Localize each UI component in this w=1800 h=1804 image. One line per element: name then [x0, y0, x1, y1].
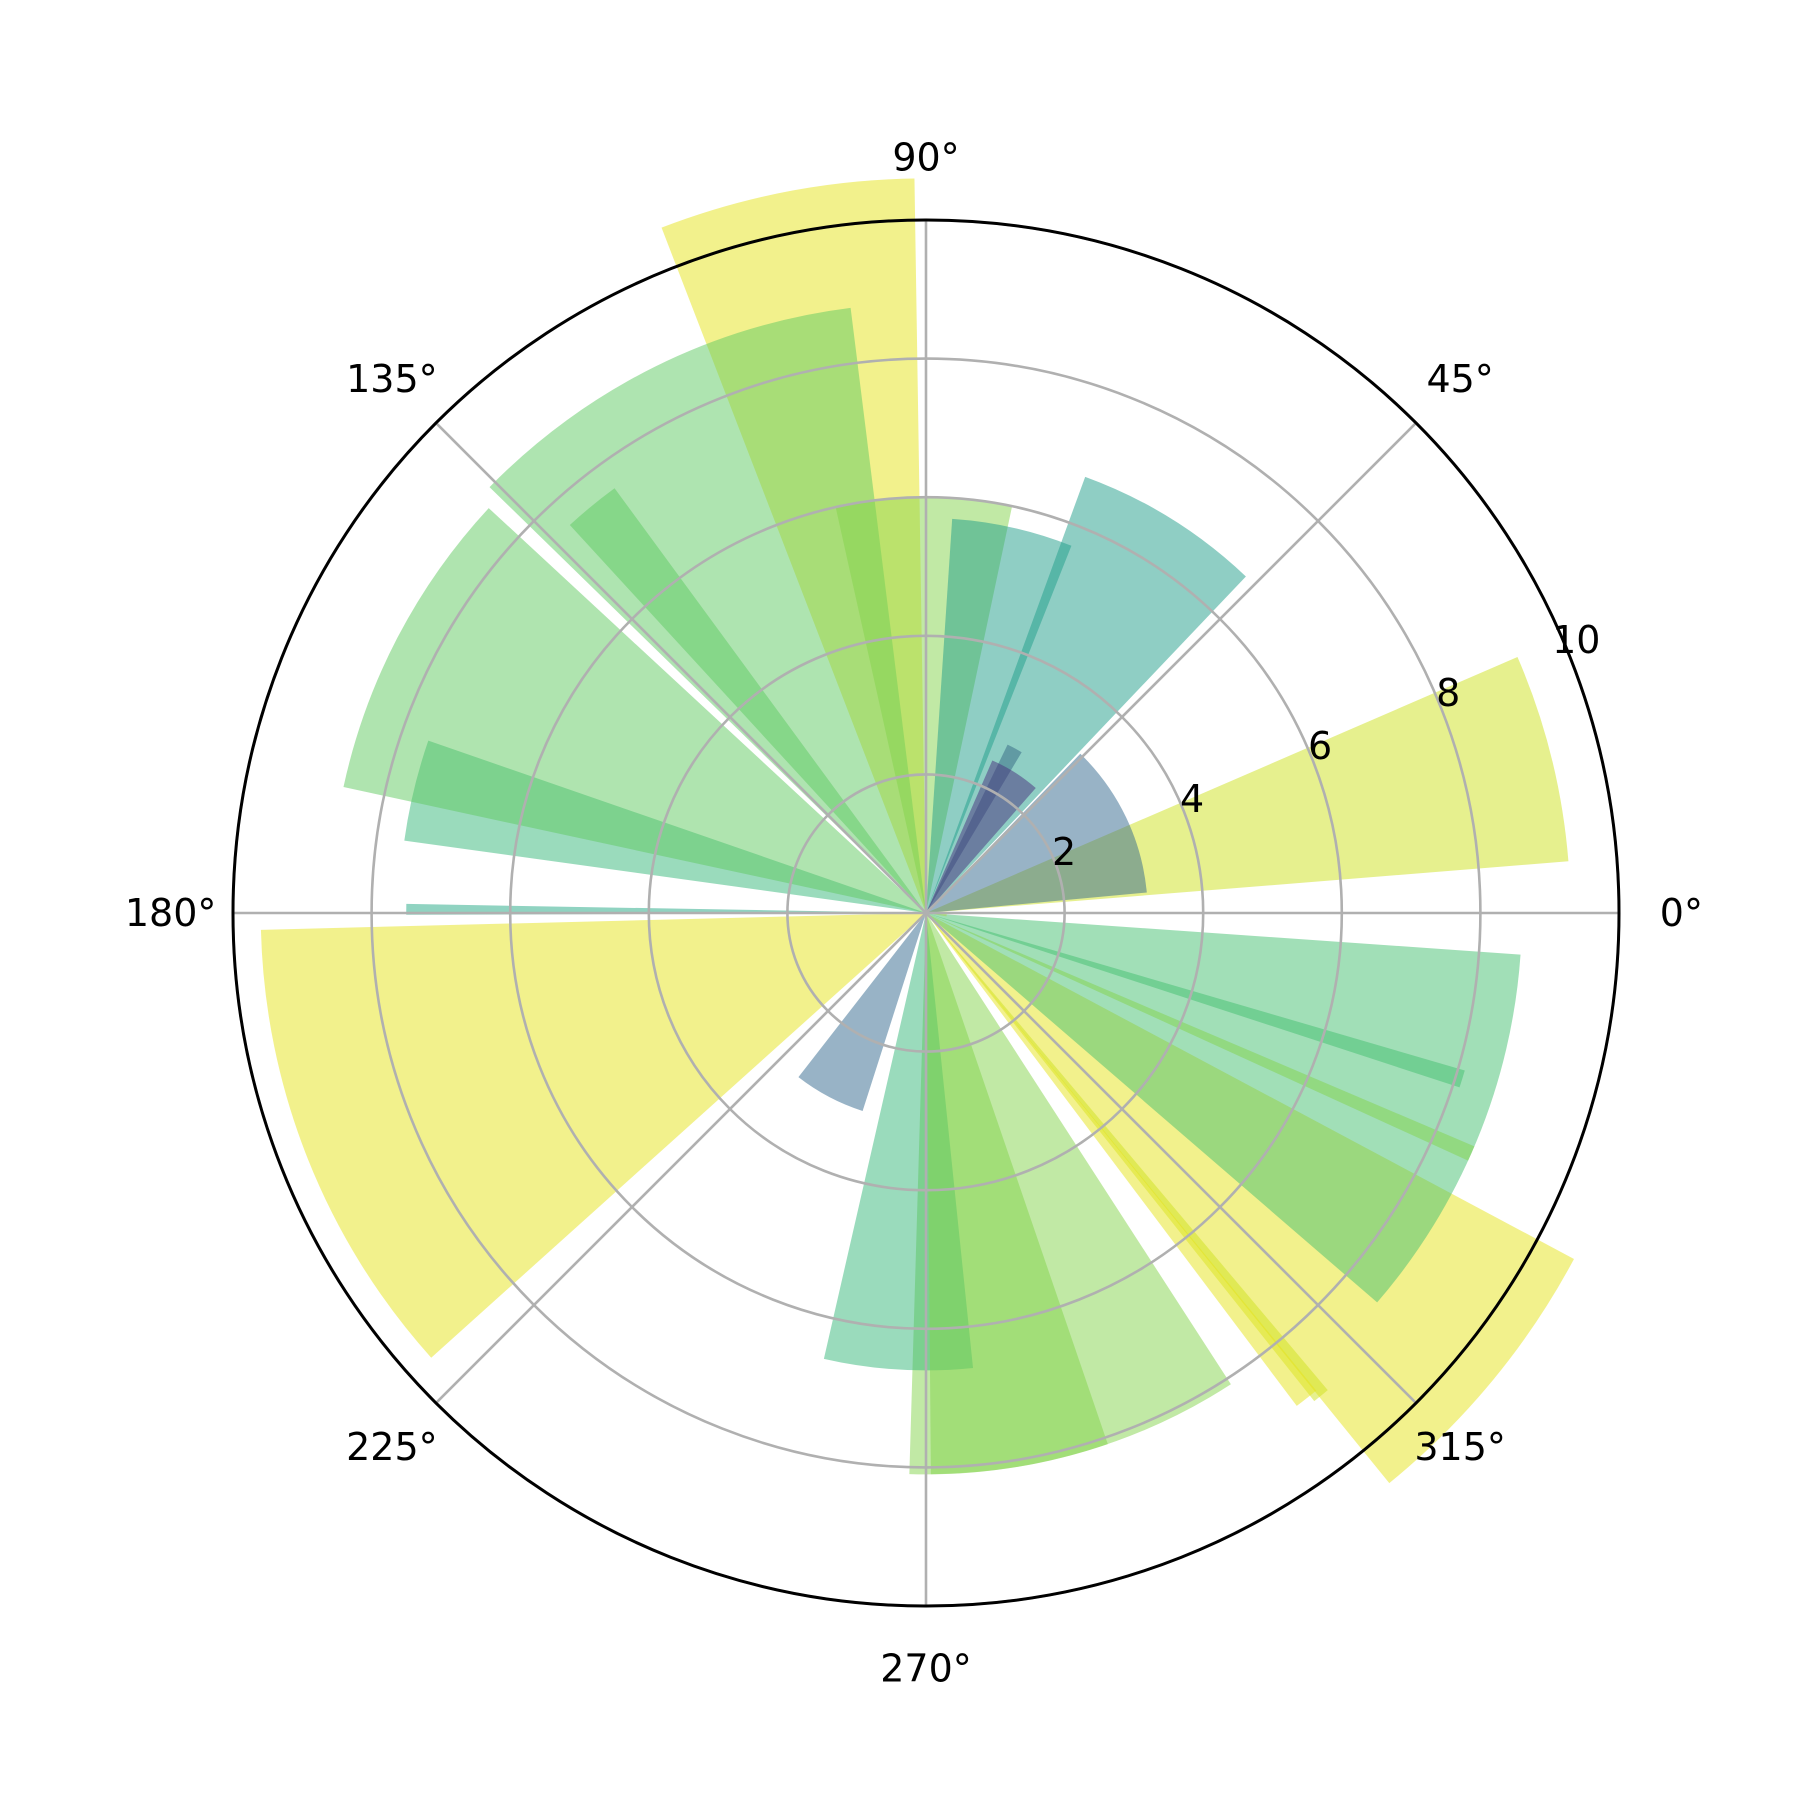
bar-15	[926, 913, 1328, 1402]
bar-11	[926, 913, 1521, 1303]
bar-24	[926, 913, 1465, 1088]
r-tick-label-3: 8	[1436, 671, 1460, 715]
bar-21	[926, 518, 1072, 913]
bar-25	[926, 913, 1475, 1161]
bars-layer	[260, 178, 1574, 1484]
theta-grid-line-5	[435, 912, 927, 1404]
r-tick-label-2: 6	[1308, 724, 1332, 768]
bar-18	[798, 913, 926, 1111]
grid-layer	[231, 218, 1621, 1608]
theta-tick-label-0: 0°	[1660, 891, 1703, 935]
theta-tick-label-6: 270°	[880, 1646, 972, 1690]
theta-tick-label-5: 225°	[346, 1425, 438, 1469]
bar-12	[343, 508, 927, 913]
theta-grid-line-3	[435, 422, 927, 914]
r-tick-label-4: 10	[1552, 618, 1600, 662]
labels-layer: 0° 45° 90° 135° 180° 225° 270° 315° 2 4 6 8 10	[125, 136, 1703, 1691]
theta-grid-line-7	[925, 912, 1417, 1404]
bar-6	[489, 307, 926, 914]
r-tick-label-1: 4	[1180, 777, 1204, 821]
theta-tick-label-3: 135°	[346, 357, 438, 401]
bar-20	[926, 913, 1317, 1406]
polar-frame	[231, 218, 1621, 1608]
theta-tick-label-4: 180°	[125, 891, 217, 935]
theta-tick-label-1: 45°	[1426, 357, 1493, 401]
bar-23	[926, 913, 1231, 1475]
bar-3	[926, 913, 1574, 1484]
theta-tick-label-7: 315°	[1414, 1425, 1506, 1469]
r-tick-label-0: 2	[1052, 830, 1076, 874]
theta-grid-line-1	[925, 422, 1417, 914]
bar-9	[926, 753, 1147, 913]
bar-22	[926, 760, 1036, 913]
theta-tick-label-2: 90°	[892, 136, 959, 180]
bar-16	[260, 913, 926, 1358]
